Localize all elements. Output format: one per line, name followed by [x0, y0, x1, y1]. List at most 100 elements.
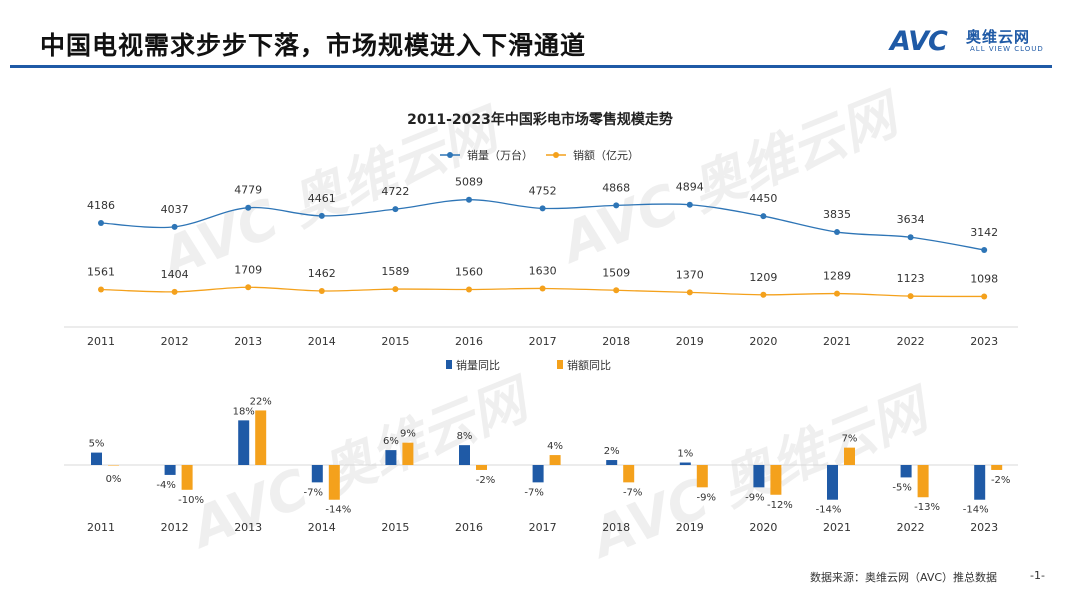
data-point-value: [907, 293, 914, 300]
bar-value-yoy: [991, 465, 1003, 470]
x-tick-label: 2016: [455, 521, 483, 534]
data-label-volume: 4461: [308, 192, 336, 205]
bar-label-value-yoy: 7%: [842, 434, 858, 445]
data-label-value: 1509: [602, 266, 630, 279]
bar-volume-yoy: [679, 462, 691, 465]
data-label-volume: 5089: [455, 176, 483, 189]
bar-label-volume-yoy: -9%: [745, 492, 764, 503]
logo-mark: AVC: [890, 26, 948, 57]
bar-volume-yoy: [385, 450, 397, 465]
x-tick-label: 2019: [676, 521, 704, 534]
data-label-value: 1098: [970, 272, 998, 285]
bar-label-volume-yoy: 6%: [383, 436, 399, 447]
data-label-value: 1561: [87, 266, 115, 279]
bar-volume-yoy: [974, 465, 986, 500]
x-tick-label: 2015: [381, 521, 409, 534]
legend-label-value: 销额（亿元）: [573, 148, 639, 162]
bar-label-volume-yoy: -14%: [963, 505, 989, 516]
data-point-value: [613, 287, 620, 294]
avc-logo: AVC 奥维云网 ALL VIEW CLOUD: [890, 26, 1055, 60]
bar-value-yoy: [402, 442, 414, 465]
data-point-volume: [760, 213, 767, 220]
data-point-volume: [539, 205, 546, 212]
x-tick-label: 2015: [381, 335, 409, 348]
data-label-volume: 4752: [529, 184, 557, 197]
bar-label-volume-yoy: -7%: [524, 487, 543, 498]
data-point-value: [539, 285, 546, 292]
data-label-value: 1123: [897, 272, 925, 285]
bar-label-value-yoy: -14%: [325, 505, 351, 516]
logo-english-name: ALL VIEW CLOUD: [970, 45, 1044, 53]
bar-volume-yoy: [311, 465, 323, 483]
bar-value-yoy: [476, 465, 487, 470]
data-point-volume: [981, 246, 988, 253]
data-point-volume: [613, 202, 620, 209]
bar-value-yoy: [844, 447, 855, 465]
bar-volume-yoy: [606, 460, 618, 465]
data-label-value: 1404: [161, 268, 189, 281]
x-tick-label: 2018: [602, 335, 630, 348]
data-point-volume: [466, 196, 472, 203]
data-point-volume: [907, 234, 914, 241]
data-point-volume: [171, 223, 178, 230]
page-number: -1-: [1030, 569, 1045, 582]
x-tick-label: 2021: [823, 335, 851, 348]
bar-label-value-yoy: -13%: [914, 502, 940, 513]
bar-value-yoy: [181, 465, 193, 490]
data-point-volume: [686, 201, 693, 208]
data-source-note: 数据来源：奥维云网（AVC）推总数据: [810, 571, 998, 584]
bar-label-volume-yoy: 5%: [89, 439, 105, 450]
data-point-volume: [245, 204, 252, 211]
bar-label-volume-yoy: -4%: [156, 480, 175, 491]
x-tick-label: 2020: [749, 335, 777, 348]
bar-label-volume-yoy: 2%: [604, 446, 620, 457]
bar-label-value-yoy: -9%: [697, 492, 716, 503]
bar-label-value-yoy: 4%: [547, 441, 563, 452]
data-label-volume: 3835: [823, 208, 851, 221]
bar-label-value-yoy: -2%: [991, 475, 1010, 486]
bar-value-yoy: [108, 465, 119, 466]
bar-volume-yoy: [91, 452, 102, 465]
bar-volume-yoy: [900, 465, 912, 478]
bar-label-value-yoy: 0%: [106, 474, 122, 485]
data-point-value: [834, 290, 840, 297]
legend-marker-volume: [447, 152, 453, 158]
x-tick-label: 2012: [161, 335, 189, 348]
data-label-value: 1209: [749, 271, 777, 284]
data-label-volume: 3142: [970, 226, 998, 239]
data-label-volume: 4722: [381, 185, 409, 198]
legend-swatch-volume-yoy: [446, 360, 452, 369]
x-tick-label: 2022: [897, 521, 925, 534]
bar-value-yoy: [917, 465, 929, 498]
data-point-value: [245, 284, 252, 291]
data-label-volume: 4779: [234, 184, 262, 197]
bar-volume-yoy: [827, 465, 838, 500]
x-tick-label: 2016: [455, 335, 483, 348]
bar-value-yoy: [623, 465, 635, 483]
data-label-value: 1289: [823, 270, 851, 283]
data-label-volume: 4186: [87, 199, 115, 212]
bar-label-volume-yoy: 8%: [457, 431, 473, 442]
data-label-value: 1560: [455, 266, 483, 279]
data-label-value: 1630: [529, 264, 557, 277]
bar-label-volume-yoy: 1%: [677, 449, 693, 460]
data-label-volume: 3634: [897, 213, 925, 226]
data-label-value: 1589: [381, 265, 409, 278]
title-underline: [10, 65, 1052, 68]
bar-value-yoy: [770, 465, 782, 495]
x-tick-label: 2013: [234, 335, 262, 348]
page-title: 中国电视需求步步下落，市场规模进入下滑通道: [40, 31, 587, 60]
legend-label-volume-yoy: 销量同比: [456, 358, 500, 372]
logo-chinese-name: 奥维云网: [966, 28, 1031, 46]
data-point-volume: [834, 229, 840, 236]
x-tick-label: 2014: [308, 521, 336, 534]
x-tick-label: 2020: [749, 521, 777, 534]
bar-label-value-yoy: -10%: [178, 495, 204, 506]
bar-value-yoy: [549, 455, 561, 465]
data-label-volume: 4868: [602, 181, 630, 194]
x-tick-label: 2022: [897, 335, 925, 348]
legend-label-volume: 销量（万台）: [467, 148, 533, 162]
data-label-value: 1370: [676, 268, 704, 281]
data-point-volume: [318, 212, 325, 219]
